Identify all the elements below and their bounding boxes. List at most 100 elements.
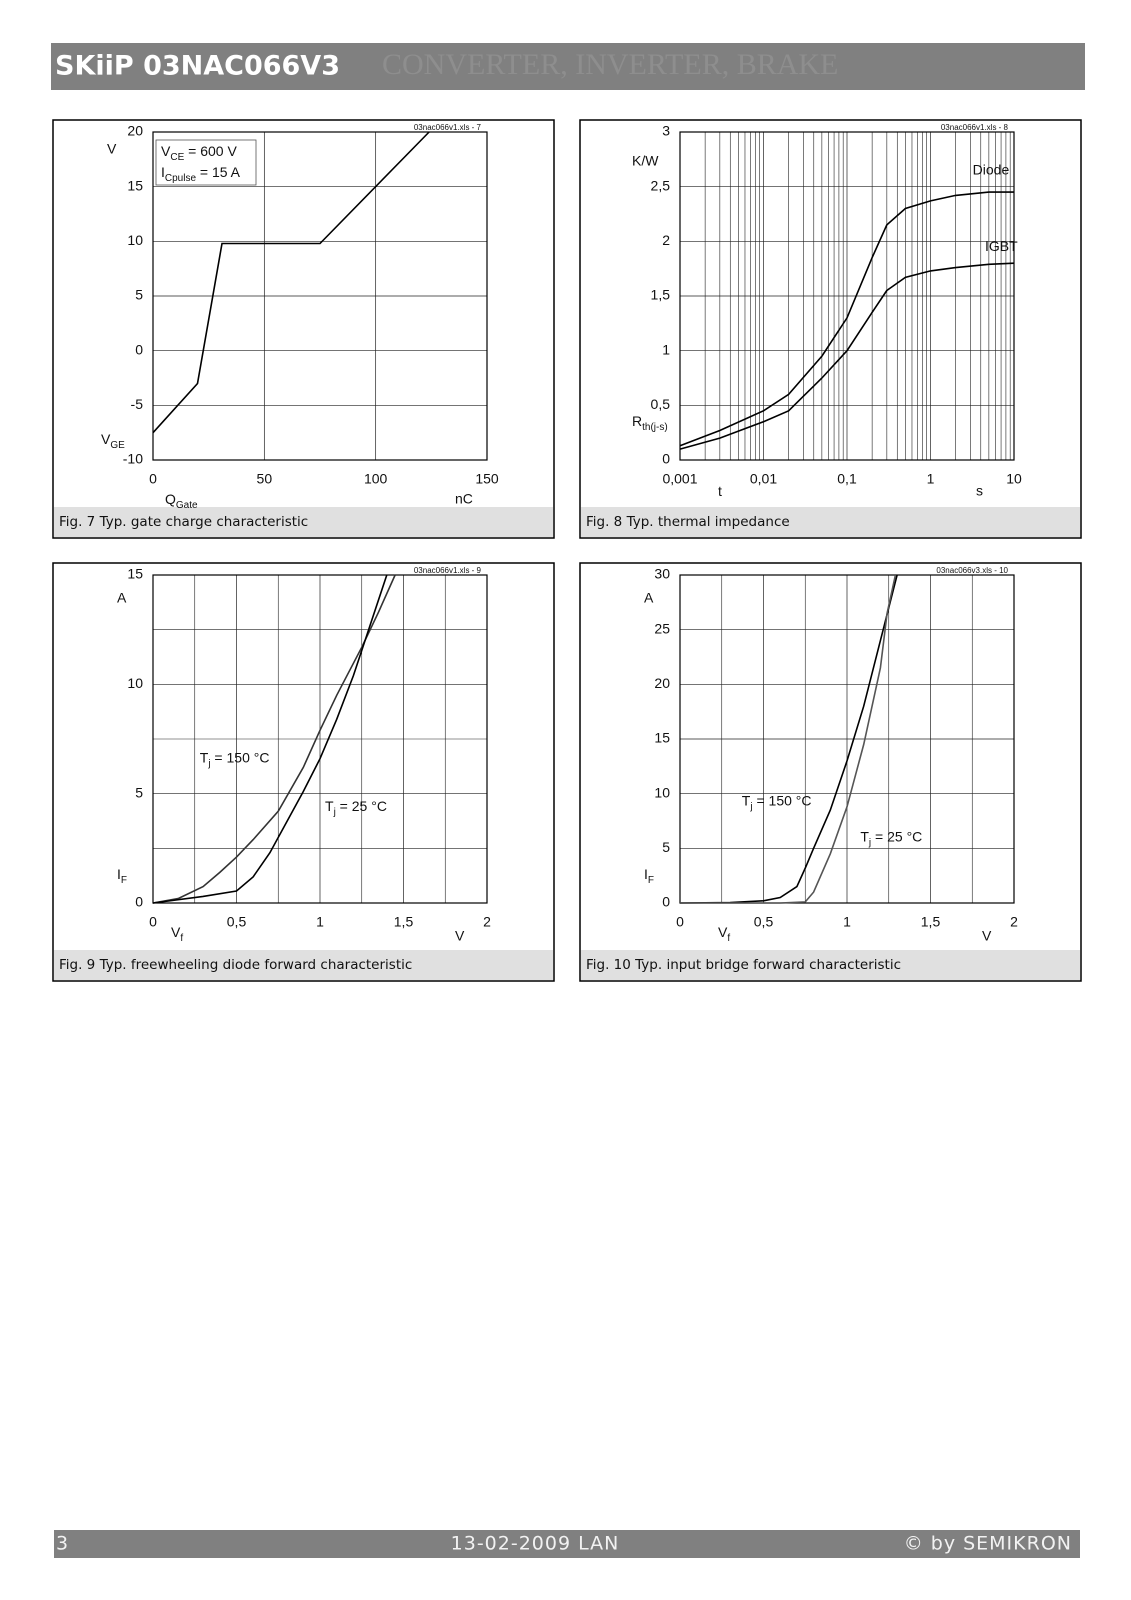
series-label: Tj = 25 °C (860, 828, 922, 848)
annotation: VCE = 600 V (161, 143, 237, 163)
caption: Fig. 7 Typ. gate charge characteristic (59, 514, 308, 530)
text-part: th(j-s) (642, 422, 668, 433)
series-line (679, 262, 1015, 450)
text-part: = 15 A (196, 164, 241, 180)
text-part: t (718, 483, 722, 499)
text-part: T (200, 749, 209, 765)
text-part: f (727, 933, 730, 944)
page-number: 3 (56, 1533, 69, 1555)
y-tick-label: 15 (127, 177, 143, 193)
panel-frame (52, 119, 555, 539)
plot-frame (152, 131, 488, 461)
panel-frame (52, 562, 555, 982)
x-tick-label: 1 (843, 914, 851, 930)
y-axis-label: VGE (101, 431, 125, 451)
text-part: I (117, 866, 121, 882)
header-bar (51, 43, 1085, 90)
x-axis-label: t (718, 483, 722, 499)
x-tick-label: 150 (475, 471, 499, 487)
y-tick-label: -10 (123, 451, 143, 467)
y-tick-label: 1 (662, 341, 670, 357)
x-tick-label: 1,5 (921, 914, 941, 930)
caption: Fig. 9 Typ. freewheeling diode forward c… (59, 957, 412, 973)
y-tick-label: 10 (127, 232, 143, 248)
file-note: 03nac066v1.xls - 8 (941, 123, 1009, 132)
text-part: j (868, 838, 871, 849)
text-part: Cpulse (165, 173, 197, 184)
y-unit: V (107, 141, 117, 157)
x-tick-label: 0 (676, 914, 684, 930)
text-part: V (718, 924, 728, 940)
panel-frame (579, 562, 1082, 982)
x-unit: V (982, 928, 992, 944)
y-tick-label: 0 (135, 894, 143, 910)
text-part: = 25 °C (336, 797, 387, 813)
x-unit: s (976, 483, 983, 499)
y-tick-label: 5 (135, 287, 143, 303)
text-part: T (325, 797, 334, 813)
y-tick-label: 20 (654, 675, 670, 691)
footer-date: 13-02-2009 LAN (451, 1533, 620, 1555)
file-note: 03nac066v3.xls - 10 (936, 566, 1008, 575)
text-part: R (632, 413, 642, 429)
y-tick-label: 0,5 (651, 396, 671, 412)
plot-frame (679, 574, 1015, 904)
series-line (679, 574, 898, 904)
footer-copyright: © by SEMIKRON (904, 1533, 1072, 1555)
file-note: 03nac066v1.xls - 9 (414, 566, 482, 575)
y-tick-label: 25 (654, 620, 670, 636)
text-part: Gate (176, 500, 198, 511)
y-tick-label: 2 (662, 232, 670, 248)
text-part: IGBT (985, 238, 1018, 254)
y-tick-label: 20 (127, 123, 143, 139)
series-label: Tj = 150 °C (742, 792, 812, 812)
text-part: = 600 V (184, 143, 237, 159)
text-part: I (161, 164, 165, 180)
series-label: Diode (973, 161, 1010, 177)
text-part: T (860, 828, 869, 844)
series-line (680, 574, 897, 904)
text-part: j (333, 807, 336, 818)
plot-frame (679, 131, 1015, 461)
caption-band (54, 507, 553, 537)
x-tick-label: 0 (149, 914, 157, 930)
y-tick-label: 15 (127, 566, 143, 582)
text-part: j (207, 759, 210, 770)
annotation-box (155, 139, 257, 186)
text-part: j (749, 801, 752, 812)
x-axis-label: QGate (165, 491, 198, 511)
y-axis-label: Rth(j-s) (632, 413, 668, 433)
y-tick-label: 2,5 (651, 177, 671, 193)
text-part: = 25 °C (871, 828, 922, 844)
y-unit: K/W (632, 153, 659, 169)
x-tick-label: 0,1 (837, 471, 857, 487)
x-tick-label: 0,001 (662, 471, 697, 487)
series-line (152, 574, 388, 904)
y-tick-label: 5 (135, 784, 143, 800)
y-tick-label: 3 (662, 123, 670, 139)
text-part: V (161, 143, 171, 159)
text-part: = 150 °C (753, 792, 812, 808)
series-line (679, 191, 1014, 447)
file-note: 03nac066v1.xls - 7 (414, 123, 482, 132)
y-tick-label: 10 (127, 675, 143, 691)
x-tick-label: 1 (927, 471, 935, 487)
panel-frame (579, 119, 1082, 539)
x-tick-label: 0 (149, 471, 157, 487)
text-part: V (101, 431, 111, 447)
caption-band (581, 507, 1080, 537)
footer-bar (54, 1530, 1080, 1558)
x-tick-label: 0,01 (750, 471, 777, 487)
series-line (152, 574, 396, 904)
y-unit: A (644, 590, 654, 606)
y-axis-label: IF (644, 866, 654, 886)
x-tick-label: 10 (1006, 471, 1022, 487)
header-subtitle: CONVERTER, INVERTER, BRAKE (382, 48, 838, 81)
y-tick-label: 10 (654, 784, 670, 800)
plot-frame (152, 574, 488, 904)
x-tick-label: 0,5 (227, 914, 247, 930)
series-label: Tj = 25 °C (325, 797, 387, 817)
text-part: V (171, 924, 181, 940)
text-part: = 150 °C (211, 749, 270, 765)
